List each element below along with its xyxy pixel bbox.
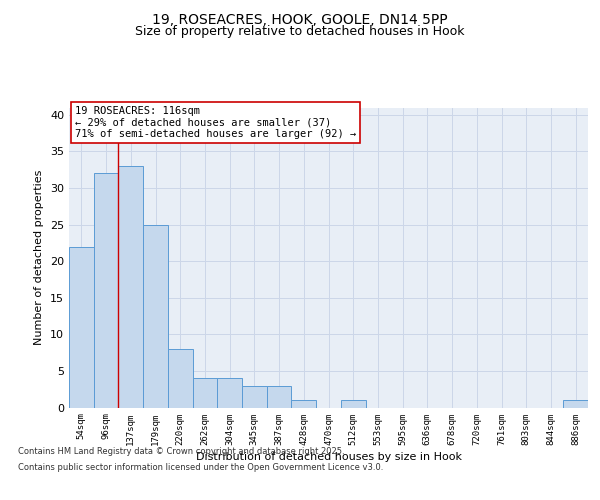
X-axis label: Distribution of detached houses by size in Hook: Distribution of detached houses by size … bbox=[196, 452, 461, 462]
Bar bbox=[292, 400, 316, 407]
Bar bbox=[193, 378, 217, 408]
Bar bbox=[69, 246, 94, 408]
Text: Size of property relative to detached houses in Hook: Size of property relative to detached ho… bbox=[135, 25, 465, 38]
Text: Contains public sector information licensed under the Open Government Licence v3: Contains public sector information licen… bbox=[18, 462, 383, 471]
Bar bbox=[341, 400, 365, 407]
Bar bbox=[242, 386, 267, 407]
Bar bbox=[118, 166, 143, 408]
Y-axis label: Number of detached properties: Number of detached properties bbox=[34, 170, 44, 345]
Text: Contains HM Land Registry data © Crown copyright and database right 2025.: Contains HM Land Registry data © Crown c… bbox=[18, 448, 344, 456]
Text: 19 ROSEACRES: 116sqm
← 29% of detached houses are smaller (37)
71% of semi-detac: 19 ROSEACRES: 116sqm ← 29% of detached h… bbox=[75, 106, 356, 139]
Bar bbox=[168, 349, 193, 408]
Bar bbox=[563, 400, 588, 407]
Bar bbox=[94, 174, 118, 408]
Bar bbox=[267, 386, 292, 407]
Bar bbox=[143, 224, 168, 408]
Bar bbox=[217, 378, 242, 408]
Text: 19, ROSEACRES, HOOK, GOOLE, DN14 5PP: 19, ROSEACRES, HOOK, GOOLE, DN14 5PP bbox=[152, 12, 448, 26]
